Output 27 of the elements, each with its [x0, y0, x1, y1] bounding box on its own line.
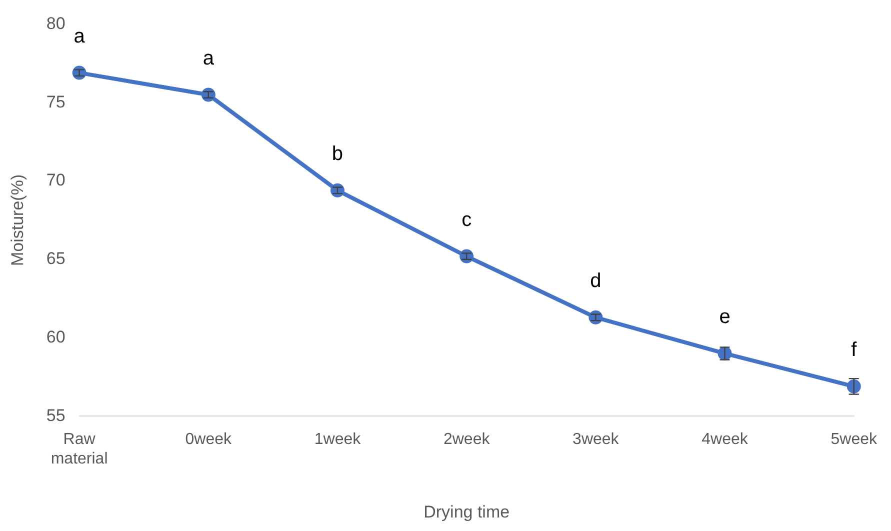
point: [588, 310, 603, 324]
x-tick-label: 1week: [314, 431, 362, 448]
y-tick-label: 65: [46, 249, 66, 268]
point: [201, 88, 216, 102]
annotation: b: [332, 142, 344, 165]
annotation: e: [719, 306, 730, 328]
y-tick-label: 80: [46, 14, 66, 33]
x-tick-label: 3week: [572, 431, 620, 448]
y-tick-label: 60: [46, 327, 66, 346]
annotation: a: [202, 47, 215, 70]
point: [330, 183, 344, 198]
x-tick-label: Raw material: [50, 431, 108, 468]
x-tick-label: 4week: [702, 431, 749, 448]
y-axis-title: Moisture(%): [8, 174, 27, 266]
y-tick-label: 55: [46, 406, 66, 425]
x-axis-title: Drying time: [424, 502, 510, 522]
annotation: a: [74, 25, 86, 48]
point: [72, 66, 86, 80]
point: [460, 249, 474, 264]
x-tick-label: 0week: [185, 431, 233, 448]
annotation: c: [462, 208, 472, 231]
y-tick-label: 75: [46, 92, 66, 112]
y-tick-label: 70: [46, 170, 66, 190]
x-tick-label: 5week: [830, 431, 878, 448]
x-tick-label: 2week: [443, 431, 491, 448]
annotation: f: [851, 338, 858, 361]
annotation: d: [590, 270, 602, 292]
